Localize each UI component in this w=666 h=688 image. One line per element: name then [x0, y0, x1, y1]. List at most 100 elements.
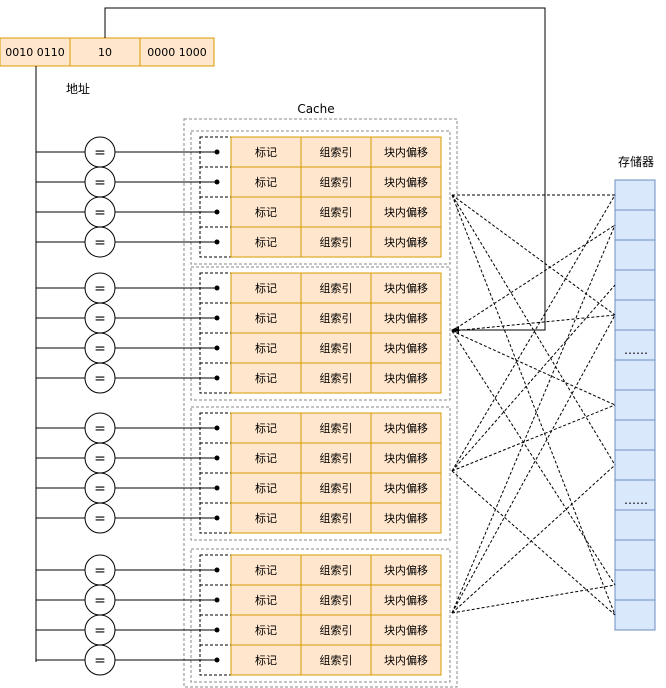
cache-line-cell — [230, 272, 302, 304]
cache-line-field-label: 标记 — [255, 371, 277, 385]
valid-bit-dot — [214, 627, 220, 633]
cache-line-field-label: 块内偏移 — [384, 145, 428, 159]
mapping-line — [451, 194, 616, 466]
cache-line-cell — [230, 644, 302, 676]
mapping-line — [451, 314, 616, 614]
cache-line-field-label: 标记 — [255, 235, 277, 249]
comparator-symbol: = — [94, 235, 106, 251]
cache-line-field-label: 标记 — [255, 205, 277, 219]
cache-line-cell — [370, 196, 442, 228]
cache-line: 标记 组索引 块内偏移 = — [36, 644, 442, 676]
mapping-line — [451, 464, 616, 614]
memory-block — [614, 449, 656, 481]
mapping-line — [451, 224, 616, 614]
memory-blocks — [614, 179, 656, 631]
cache-set-border — [190, 266, 451, 401]
cache-line-cell — [230, 614, 302, 646]
valid-bit-dot — [214, 515, 220, 521]
memory-block — [614, 179, 656, 211]
cache-set: 标记 组索引 块内偏移=标记 组索引 块内偏移=标记 组索引 块内偏移=标记 组索引 块内偏移= — [36, 548, 451, 683]
cache-line-field-label: 块内偏移 — [384, 653, 428, 667]
comparator-symbol: = — [94, 175, 106, 191]
valid-bit-dot — [214, 375, 220, 381]
cache-line-cell — [370, 644, 442, 676]
cache-set: 标记 组索引 块内偏移=标记 组索引 块内偏移=标记 组索引 块内偏移=标记 组索引 块内偏移= — [36, 266, 451, 401]
cache-line-cell — [370, 226, 442, 258]
valid-bit-dot — [214, 345, 220, 351]
cache-line-cell — [370, 502, 442, 534]
cache-line: 标记 组索引 块内偏移 = — [36, 442, 442, 474]
comparator-symbol: = — [94, 451, 106, 467]
comparator-symbol: = — [94, 563, 106, 579]
memory-block — [614, 509, 656, 541]
comparator-symbol: = — [94, 653, 106, 669]
cache-line-cell — [300, 554, 372, 586]
comparator-symbol: = — [94, 371, 106, 387]
comparator-symbol: = — [94, 481, 106, 497]
cache-line-cell — [300, 584, 372, 616]
cache-line-cell — [300, 136, 372, 168]
mapping-line — [451, 284, 616, 472]
comparator-symbol: = — [94, 341, 106, 357]
cache-line-field-label: 标记 — [255, 281, 277, 295]
cache-line-field-label: 组索引 — [320, 205, 353, 219]
cache-line-field-label: 组索引 — [320, 593, 353, 607]
cache-line-cell — [370, 614, 442, 646]
cache-line: 标记 组索引 块内偏移 = — [36, 136, 442, 168]
cache-line-cell — [370, 472, 442, 504]
cache-line: 标记 组索引 块内偏移 = — [36, 502, 442, 534]
valid-bit-dot — [214, 285, 220, 291]
memory-block — [614, 299, 656, 331]
cache-line: 标记 组索引 块内偏移 = — [36, 226, 442, 258]
cache-line: 标记 组索引 块内偏移 = — [36, 554, 442, 586]
valid-bit-dot — [214, 425, 220, 431]
memory-block — [614, 269, 656, 301]
memory-block — [614, 479, 656, 511]
cache-line-cell — [370, 166, 442, 198]
comparator-symbol: = — [94, 311, 106, 327]
cache-line: 标记 组索引 块内偏移 = — [36, 332, 442, 364]
cache-line-cell — [230, 302, 302, 334]
mapping-line — [451, 194, 616, 472]
cache-line-cell — [370, 554, 442, 586]
valid-bit-dot — [214, 149, 220, 155]
cache-line-cell — [230, 226, 302, 258]
address-tag-text: 0010 0110 — [5, 46, 65, 59]
cache-line-field-label: 标记 — [255, 593, 277, 607]
memory-ellipsis-2: …… — [624, 493, 648, 507]
cache-line-field-label: 组索引 — [320, 341, 353, 355]
valid-bit-dot — [214, 209, 220, 215]
cache-line: 标记 组索引 块内偏移 = — [36, 472, 442, 504]
cache-line-field-label: 块内偏移 — [384, 175, 428, 189]
cache-line-cell — [230, 196, 302, 228]
cache-line-field-label: 块内偏移 — [384, 563, 428, 577]
cache-line-field-label: 组索引 — [320, 311, 353, 325]
valid-bit-dot — [214, 455, 220, 461]
valid-bit-dot — [214, 567, 220, 573]
cache-line: 标记 组索引 块内偏移 = — [36, 166, 442, 198]
cache-boundary — [183, 118, 458, 688]
memory-block — [614, 359, 656, 391]
cache-line-field-label: 组索引 — [320, 175, 353, 189]
cache-set-border — [190, 548, 451, 683]
cache-line: 标记 组索引 块内偏移 = — [36, 362, 442, 394]
cache-line-field-label: 块内偏移 — [384, 421, 428, 435]
cache-line-field-label: 组索引 — [320, 145, 353, 159]
comparator-symbol: = — [94, 623, 106, 639]
cache-line-field-label: 块内偏移 — [384, 341, 428, 355]
comparator-symbol: = — [94, 593, 106, 609]
cache-line-cell — [370, 362, 442, 394]
valid-bit-dot — [214, 657, 220, 663]
cache-sets: 标记 组索引 块内偏移=标记 组索引 块内偏移=标记 组索引 块内偏移=标记 组索引 块内偏移=… — [36, 130, 451, 683]
cache-line-field-label: 块内偏移 — [384, 235, 428, 249]
cache-set: 标记 组索引 块内偏移=标记 组索引 块内偏移=标记 组索引 块内偏移=标记 组索引 块内偏移= — [36, 406, 451, 541]
cache-line-field-label: 块内偏移 — [384, 371, 428, 385]
cache-set-border — [190, 406, 451, 541]
cache-line: 标记 组索引 块内偏移 = — [36, 272, 442, 304]
address-index-field — [69, 37, 141, 67]
cache-line-field-label: 块内偏移 — [384, 311, 428, 325]
cache-line-cell — [230, 412, 302, 444]
memory-block — [614, 569, 656, 601]
address-offset-field — [139, 37, 215, 67]
